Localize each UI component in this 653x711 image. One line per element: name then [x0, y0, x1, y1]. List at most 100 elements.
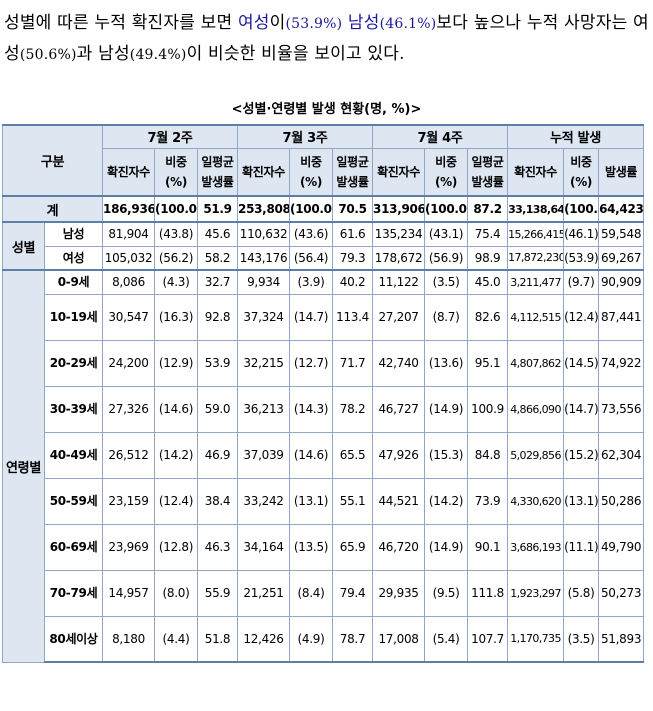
daily-rate-cell: 51.8 [197, 615, 239, 663]
ratio-cell: (56.4) [289, 245, 334, 271]
daily-rate-cell: 113.4 [332, 293, 374, 341]
ratio-cell: (4.3) [154, 269, 199, 295]
daily-rate-cell: 40.2 [332, 269, 374, 295]
ratio-cell: (14.3) [289, 385, 334, 433]
subheader-ratio: 비중(%) [289, 147, 334, 197]
header-week-3: 7월 4주 [372, 124, 509, 149]
cum-confirmed-cell: 33,138,645 [507, 195, 565, 223]
row-label: 0-9세 [43, 269, 104, 295]
daily-rate-cell: 78.7 [332, 615, 374, 663]
ratio-cell: (12.4) [154, 477, 199, 525]
ratio-cell: (14.2) [154, 431, 199, 479]
confirmed-cell: 14,957 [102, 569, 156, 617]
row-label: 70-79세 [43, 569, 104, 617]
ratio-cell: (14.9) [424, 523, 469, 571]
daily-rate-cell: 100.9 [467, 385, 509, 433]
daily-rate-cell: 90.1 [467, 523, 509, 571]
row-label: 여성 [43, 245, 104, 271]
para-female: 여성 [237, 13, 270, 33]
ratio-cell: (3.5) [424, 269, 469, 295]
cum-rate-cell: 74,922 [598, 339, 645, 387]
daily-rate-cell: 51.9 [197, 195, 239, 223]
daily-rate-cell: 45.6 [197, 221, 239, 247]
stats-table: 구분 7월 2주 7월 3주 7월 4주 누적 발생 확진자수 비중(%) 일평… [1, 124, 645, 663]
confirmed-cell: 37,039 [237, 431, 291, 479]
row-label: 80세이상 [43, 615, 104, 663]
table-row: 계 186,936 (100.0) 51.9 253,808 (100.0) 70.5 313… [1, 195, 645, 223]
table-row: 30-39세 27,326 (14.6) 59.0 36,213 (14.3) 78.2 46… [3, 385, 645, 433]
cum-confirmed-cell: 1,923,297 [507, 569, 565, 617]
daily-rate-cell: 79.4 [332, 569, 374, 617]
confirmed-cell: 11,122 [372, 269, 426, 295]
cum-confirmed-cell: 4,112,515 [507, 293, 565, 341]
confirmed-cell: 313,906 [372, 195, 426, 223]
table-row: 성별 남성 81,904 (43.8) 45.6 110,632 (43.6) 61.6 135… [2, 221, 645, 271]
cum-confirmed-cell: 4,330,620 [507, 477, 565, 525]
confirmed-cell: 186,936 [102, 195, 156, 223]
cum-rate-cell: 87,441 [598, 293, 645, 341]
cum-ratio-cell: (9.7) [563, 269, 600, 295]
ratio-cell: (13.5) [289, 523, 334, 571]
ratio-cell: (43.8) [154, 221, 199, 247]
ratio-cell: (8.7) [424, 293, 469, 341]
ratio-cell: (56.9) [424, 245, 469, 271]
daily-rate-cell: 73.9 [467, 477, 509, 525]
daily-rate-cell: 75.4 [467, 221, 509, 247]
daily-rate-cell: 61.6 [332, 221, 374, 247]
ratio-cell: (100.0) [424, 195, 469, 223]
subheader-ratio: 비중(%) [563, 147, 600, 197]
group-gender: 성별 [2, 221, 45, 271]
ratio-cell: (14.2) [424, 477, 469, 525]
subheader-confirmed: 확진자수 [237, 147, 291, 197]
cum-confirmed-cell: 3,211,477 [507, 269, 565, 295]
ratio-cell: (100.0) [154, 195, 199, 223]
daily-rate-cell: 65.5 [332, 431, 374, 479]
confirmed-cell: 27,326 [102, 385, 156, 433]
daily-rate-cell: 82.6 [467, 293, 509, 341]
daily-rate-cell: 55.1 [332, 477, 374, 525]
confirmed-cell: 9,934 [237, 269, 291, 295]
ratio-cell: (12.7) [289, 339, 334, 387]
table-title: <성별·연령별 발생 현황(명, %)> [231, 102, 422, 117]
daily-rate-cell: 46.3 [197, 523, 239, 571]
cum-rate-cell: 50,273 [598, 569, 645, 617]
daily-rate-cell: 53.9 [197, 339, 239, 387]
ratio-cell: (5.4) [424, 615, 469, 663]
subheader-daily: 일평균발생률 [467, 147, 509, 197]
subheader-rate: 발생률 [598, 147, 645, 197]
confirmed-cell: 37,324 [237, 293, 291, 341]
row-label: 30-39세 [43, 385, 104, 433]
header-category: 구분 [1, 124, 104, 197]
confirmed-cell: 32,215 [237, 339, 291, 387]
cum-ratio-cell: (53.9) [563, 245, 600, 271]
ratio-cell: (100.0) [289, 195, 334, 223]
ratio-cell: (3.9) [289, 269, 334, 295]
confirmed-cell: 253,808 [237, 195, 291, 223]
cum-rate-cell: 64,423 [598, 195, 645, 223]
ratio-cell: (15.3) [424, 431, 469, 479]
para-male-death-pct: (49.4%) [129, 47, 187, 63]
para-text-2: 이 [269, 13, 286, 33]
confirmed-cell: 33,242 [237, 477, 291, 525]
ratio-cell: (14.9) [424, 385, 469, 433]
confirmed-cell: 110,632 [237, 221, 291, 247]
cum-confirmed-cell: 4,866,090 [507, 385, 565, 433]
subheader-daily: 일평균발생률 [332, 147, 374, 197]
ratio-cell: (56.2) [154, 245, 199, 271]
subheader-confirmed: 확진자수 [102, 147, 156, 197]
daily-rate-cell: 87.2 [467, 195, 509, 223]
cum-ratio-cell: (3.5) [563, 615, 600, 663]
para-text-4: 보다 높으나 누적 사망자는 여성 [4, 13, 649, 64]
daily-rate-cell: 95.1 [467, 339, 509, 387]
cum-ratio-cell: (5.8) [563, 569, 600, 617]
ratio-cell: (4.9) [289, 615, 334, 663]
confirmed-cell: 24,200 [102, 339, 156, 387]
cum-confirmed-cell: 15,266,415 [507, 221, 565, 247]
row-label: 20-29세 [43, 339, 104, 387]
cum-ratio-cell: (14.5) [563, 339, 600, 387]
daily-rate-cell: 46.9 [197, 431, 239, 479]
daily-rate-cell: 111.8 [467, 569, 509, 617]
confirmed-cell: 81,904 [102, 221, 156, 247]
cum-rate-cell: 90,909 [598, 269, 645, 295]
daily-rate-cell: 58.2 [197, 245, 239, 271]
